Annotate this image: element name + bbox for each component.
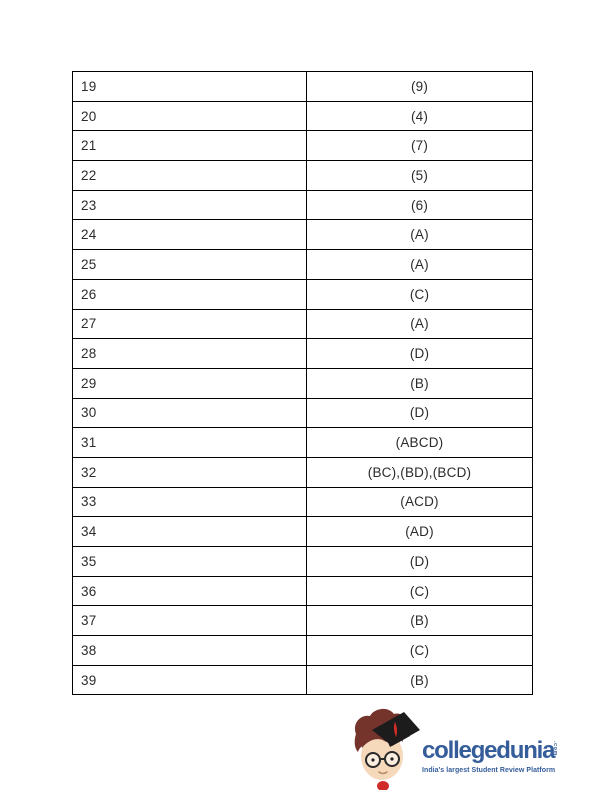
table-row: 35 (D): [72, 546, 533, 577]
mascot-tassel: [393, 722, 398, 737]
mascot-eye-left: [371, 758, 375, 762]
table-row: 26 (C): [72, 278, 533, 310]
table-row: 27 (A): [72, 308, 533, 340]
question-number-cell: 28: [72, 338, 307, 369]
question-number-cell: 38: [72, 635, 307, 666]
table-row: 30 (D): [72, 397, 533, 429]
answer-cell: (A): [306, 249, 533, 280]
table-row: 39 (B): [72, 664, 533, 696]
table-row: 37 (B): [72, 605, 533, 637]
question-number-cell: 19: [72, 71, 307, 102]
brand-tagline: India's largest Student Review Platform: [422, 766, 556, 774]
answer-cell: (ACD): [306, 486, 533, 518]
brand-name: collegedunia: [422, 736, 555, 764]
answer-cell: (D): [306, 338, 533, 369]
question-number-cell: 25: [72, 249, 307, 280]
collegedunia-logo: collegedunia .com India's largest Studen…: [346, 704, 576, 790]
answer-cell: (C): [306, 635, 533, 666]
table-row: 32 (BC),(BD),(BCD): [72, 456, 533, 488]
mascot-eye-right: [390, 757, 394, 761]
table-row: 21 (7): [72, 130, 533, 162]
table-row: 36 (C): [72, 575, 533, 607]
table-row: 28 (D): [72, 338, 533, 369]
answer-cell: (6): [306, 189, 533, 221]
answer-table: 19 (9) 20 (4) 21 (7) 22 (5) 23 (6) 24 (A) 25 (A) 26 (C)…: [72, 71, 533, 696]
table-row: 24 (A): [72, 219, 533, 251]
table-row: 23 (6): [72, 189, 533, 221]
question-number-cell: 35: [72, 546, 307, 577]
answer-cell: (5): [306, 160, 533, 191]
mascot-cap-base: [386, 726, 410, 747]
brand-row: collegedunia .com: [422, 736, 572, 764]
question-number-cell: 33: [72, 486, 307, 518]
mascot-mouth: [378, 771, 388, 775]
answer-table-body: 19 (9) 20 (4) 21 (7) 22 (5) 23 (6) 24 (A) 25 (A) 26 (C)…: [72, 71, 533, 696]
table-row: 31 (ABCD): [72, 427, 533, 458]
answer-cell: (4): [306, 100, 533, 132]
answer-cell: (B): [306, 605, 533, 637]
answer-cell: (AD): [306, 516, 533, 547]
question-number-cell: 26: [72, 278, 307, 310]
answer-cell: (BC),(BD),(BCD): [306, 456, 533, 488]
mascot-shirt: [377, 781, 389, 790]
table-row: 33 (ACD): [72, 486, 533, 518]
answer-cell: (A): [306, 219, 533, 251]
answer-cell: (C): [306, 278, 533, 310]
answer-cell: (9): [306, 71, 533, 102]
question-number-cell: 32: [72, 456, 307, 488]
question-number-cell: 39: [72, 664, 307, 696]
brand-domain-suffix: .com: [552, 740, 559, 756]
table-row: 19 (9): [72, 71, 533, 102]
question-number-cell: 24: [72, 219, 307, 251]
answer-cell: (A): [306, 308, 533, 340]
question-number-cell: 20: [72, 100, 307, 132]
answer-cell: (ABCD): [306, 427, 533, 458]
answer-cell: (D): [306, 397, 533, 429]
answer-cell: (C): [306, 575, 533, 607]
answer-cell: (B): [306, 367, 533, 399]
question-number-cell: 36: [72, 575, 307, 607]
question-number-cell: 34: [72, 516, 307, 547]
logo-text: collegedunia .com India's largest Studen…: [422, 736, 572, 774]
question-number-cell: 31: [72, 427, 307, 458]
question-number-cell: 22: [72, 160, 307, 191]
table-row: 29 (B): [72, 367, 533, 399]
question-number-cell: 30: [72, 397, 307, 429]
answer-cell: (D): [306, 546, 533, 577]
answer-cell: (B): [306, 664, 533, 696]
question-number-cell: 29: [72, 367, 307, 399]
table-row: 38 (C): [72, 635, 533, 666]
table-row: 20 (4): [72, 100, 533, 132]
student-mascot-icon: [354, 708, 420, 790]
question-number-cell: 27: [72, 308, 307, 340]
question-number-cell: 37: [72, 605, 307, 637]
table-row: 25 (A): [72, 249, 533, 280]
table-row: 22 (5): [72, 160, 533, 191]
question-number-cell: 21: [72, 130, 307, 162]
answer-cell: (7): [306, 130, 533, 162]
table-row: 34 (AD): [72, 516, 533, 547]
question-number-cell: 23: [72, 189, 307, 221]
